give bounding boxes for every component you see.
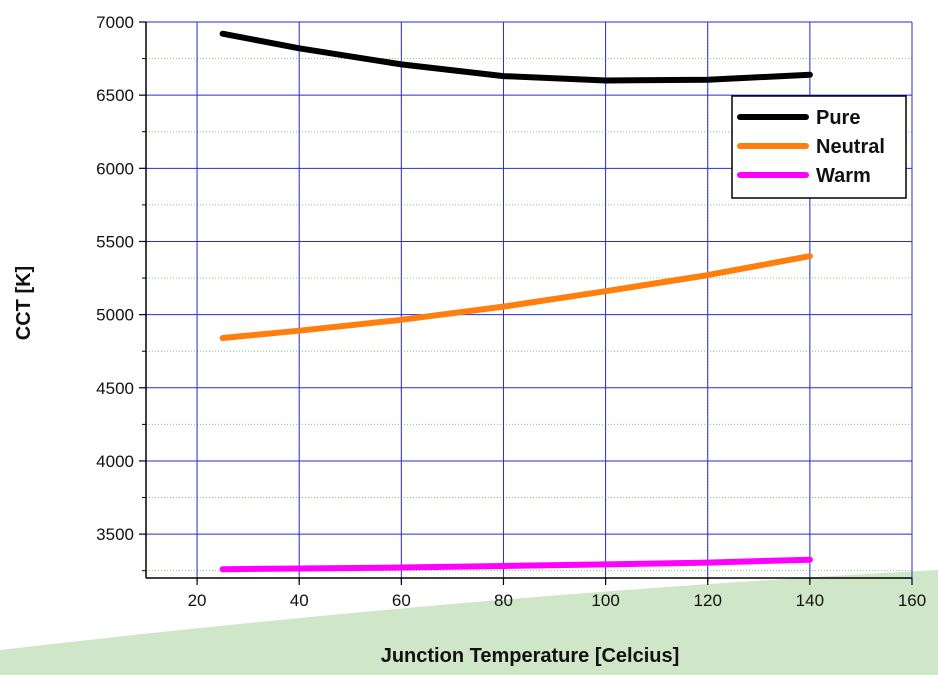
- x-axis-title: Junction Temperature [Celcius]: [381, 645, 680, 667]
- y-tick-label: 4000: [96, 452, 134, 471]
- series-line-pure: [219, 30, 813, 84]
- x-tick-label: 20: [188, 591, 207, 610]
- axes: [139, 21, 913, 585]
- y-tick-labels: 3500 4000 4500 5000 5500 6000 6500 7000: [96, 13, 134, 544]
- x-tick-label: 60: [392, 591, 411, 610]
- y-tick-label: 7000: [96, 13, 134, 32]
- legend-label-pure: Pure: [816, 107, 860, 129]
- background-band: [0, 570, 938, 675]
- x-tick-label: 80: [494, 591, 513, 610]
- y-tick-label: 6500: [96, 86, 134, 105]
- series-line-warm: [219, 556, 813, 573]
- series-line-neutral: [219, 253, 813, 341]
- y-tick-label: 6000: [96, 159, 134, 178]
- y-axis-title: CCT [K]: [13, 266, 35, 340]
- legend-label-neutral: Neutral: [816, 136, 885, 158]
- x-tick-label: 140: [796, 591, 824, 610]
- x-tick-label: 160: [898, 591, 926, 610]
- y-tick-label: 3500: [96, 525, 134, 544]
- y-tick-label: 5000: [96, 306, 134, 325]
- x-tick-label: 100: [591, 591, 619, 610]
- x-tick-label: 40: [290, 591, 309, 610]
- x-tick-labels: 20 40 60 80 100 120 140 160: [188, 591, 927, 610]
- y-tick-label: 4500: [96, 379, 134, 398]
- major-grid: [146, 21, 913, 578]
- x-tick-label: 120: [694, 591, 722, 610]
- y-tick-label: 5500: [96, 232, 134, 251]
- legend-label-warm: Warm: [816, 165, 871, 187]
- series-layer: [219, 30, 813, 573]
- legend: Pure Neutral Warm: [731, 95, 907, 199]
